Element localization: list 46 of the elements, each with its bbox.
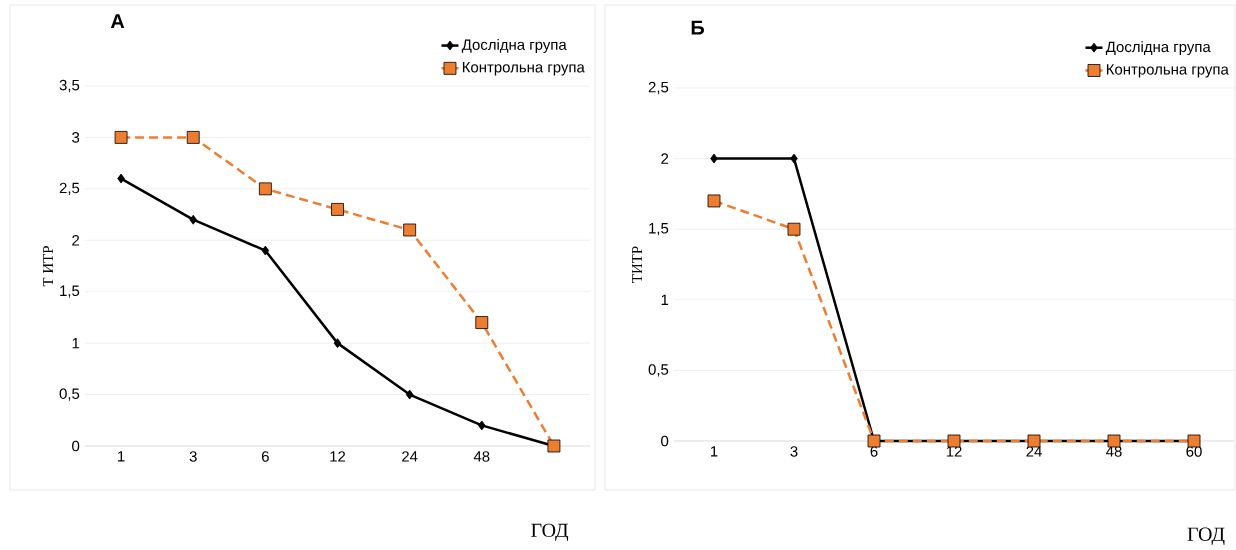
x-tick-label: 3 (189, 451, 197, 462)
x-tick-label: 3 (790, 446, 798, 457)
x-tick-label: 48 (473, 451, 490, 462)
point (475, 316, 489, 329)
chart-title: А (110, 14, 125, 29)
y-tick-label: 0 (661, 435, 669, 447)
y-tick-label: 3 (72, 132, 80, 143)
point (707, 194, 721, 208)
point (114, 131, 128, 144)
point (331, 203, 344, 216)
x-axis-title: ГОД (531, 523, 569, 542)
y-axis-title: ТИТР (632, 246, 642, 283)
x-tick-label: 6 (261, 451, 269, 462)
y-tick-label: 2 (661, 153, 669, 164)
point (186, 131, 200, 144)
point (333, 338, 342, 349)
x-tick-label: 1 (711, 446, 718, 457)
x-tick-label: 24 (402, 451, 418, 462)
y-tick-label: 1 (661, 294, 669, 305)
point (478, 420, 486, 431)
y-axis-title: Т ИТР (43, 246, 53, 287)
point (405, 389, 414, 400)
y-tick-label: 1 (72, 337, 80, 349)
x-axis-title: ГОД (1187, 527, 1225, 546)
y-tick-label: 2 (72, 235, 80, 246)
y-tick-label: 2,5 (59, 182, 80, 196)
y-tick-label: 1,5 (60, 285, 80, 298)
y-tick-label: 0 (72, 440, 80, 452)
legend-label: Контрольна група (1106, 64, 1229, 78)
y-tick-label: 3,5 (59, 79, 80, 93)
y-tick-label: 0,5 (59, 388, 80, 401)
point (117, 173, 125, 184)
point (189, 214, 197, 225)
x-tick-label: 12 (330, 451, 346, 462)
legend-label: Дослідна група (1105, 41, 1211, 56)
point (787, 222, 801, 236)
point (258, 182, 272, 196)
point (403, 223, 417, 237)
x-tick-label: 1 (118, 451, 125, 462)
chart-title: Б (691, 20, 705, 35)
y-tick-label: 0,5 (648, 364, 669, 377)
y-tick-label: 1,5 (649, 223, 669, 236)
point (261, 245, 270, 256)
y-tick-label: 2,5 (648, 81, 669, 95)
legend-label: Контрольна група (462, 62, 585, 76)
legend-label: Дослідна група (461, 39, 567, 53)
